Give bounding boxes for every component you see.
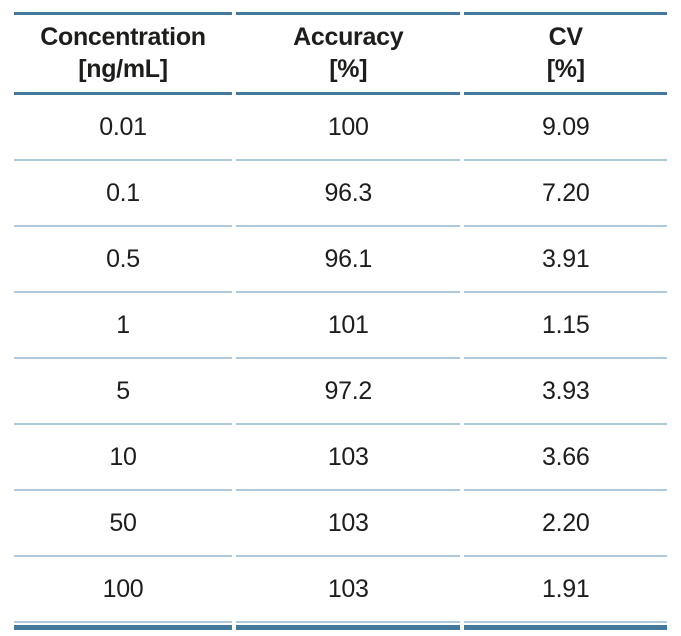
column-header-concentration: Concentration [ng/mL] (14, 12, 232, 95)
table-footer-rule (14, 623, 667, 630)
bottom-rule-segment (14, 623, 232, 630)
table-cell: 96.1 (236, 227, 461, 293)
table-cell: 0.5 (14, 227, 232, 293)
table-cell: 96.3 (236, 161, 461, 227)
bottom-rule-row (14, 623, 667, 630)
table-cell: 5 (14, 359, 232, 425)
table-cell: 10 (14, 425, 232, 491)
table-cell: 3.91 (464, 227, 667, 293)
column-label: CV (548, 23, 583, 51)
table-row: 50 103 2.20 (14, 491, 667, 557)
column-header-cv: CV [%] (464, 12, 667, 95)
table-cell: 1.15 (464, 293, 667, 359)
table-cell: 0.01 (14, 95, 232, 161)
table-cell: 103 (236, 425, 461, 491)
table-cell: 2.20 (464, 491, 667, 557)
table-cell: 1.91 (464, 557, 667, 623)
table-cell: 100 (14, 557, 232, 623)
table-header: Concentration [ng/mL] Accuracy [%] CV [%… (14, 12, 667, 95)
bottom-rule-segment (236, 623, 461, 630)
table-cell: 100 (236, 95, 461, 161)
table-cell: 3.93 (464, 359, 667, 425)
table-cell: 103 (236, 557, 461, 623)
column-header-accuracy: Accuracy [%] (236, 12, 461, 95)
table-row: 0.01 100 9.09 (14, 95, 667, 161)
table-body: 0.01 100 9.09 0.1 96.3 7.20 0.5 96.1 3.91 1 101 1.1… (14, 95, 667, 623)
table-row: 0.5 96.1 3.91 (14, 227, 667, 293)
column-unit: [ng/mL] (78, 55, 168, 83)
table-row: 10 103 3.66 (14, 425, 667, 491)
table-row: 100 103 1.91 (14, 557, 667, 623)
accuracy-cv-table: Concentration [ng/mL] Accuracy [%] CV [%… (10, 12, 671, 630)
header-row: Concentration [ng/mL] Accuracy [%] CV [%… (14, 12, 667, 95)
table-cell: 9.09 (464, 95, 667, 161)
table-cell: 97.2 (236, 359, 461, 425)
table-row: 5 97.2 3.93 (14, 359, 667, 425)
column-unit: [%] (329, 55, 368, 83)
column-label: Concentration (40, 23, 206, 51)
column-label: Accuracy (293, 23, 404, 51)
table-row: 1 101 1.15 (14, 293, 667, 359)
table-cell: 50 (14, 491, 232, 557)
column-unit: [%] (546, 55, 585, 83)
table-cell: 7.20 (464, 161, 667, 227)
table-cell: 0.1 (14, 161, 232, 227)
table-cell: 103 (236, 491, 461, 557)
table-cell: 101 (236, 293, 461, 359)
table-cell: 1 (14, 293, 232, 359)
bottom-rule-segment (464, 623, 667, 630)
table-cell: 3.66 (464, 425, 667, 491)
table-row: 0.1 96.3 7.20 (14, 161, 667, 227)
